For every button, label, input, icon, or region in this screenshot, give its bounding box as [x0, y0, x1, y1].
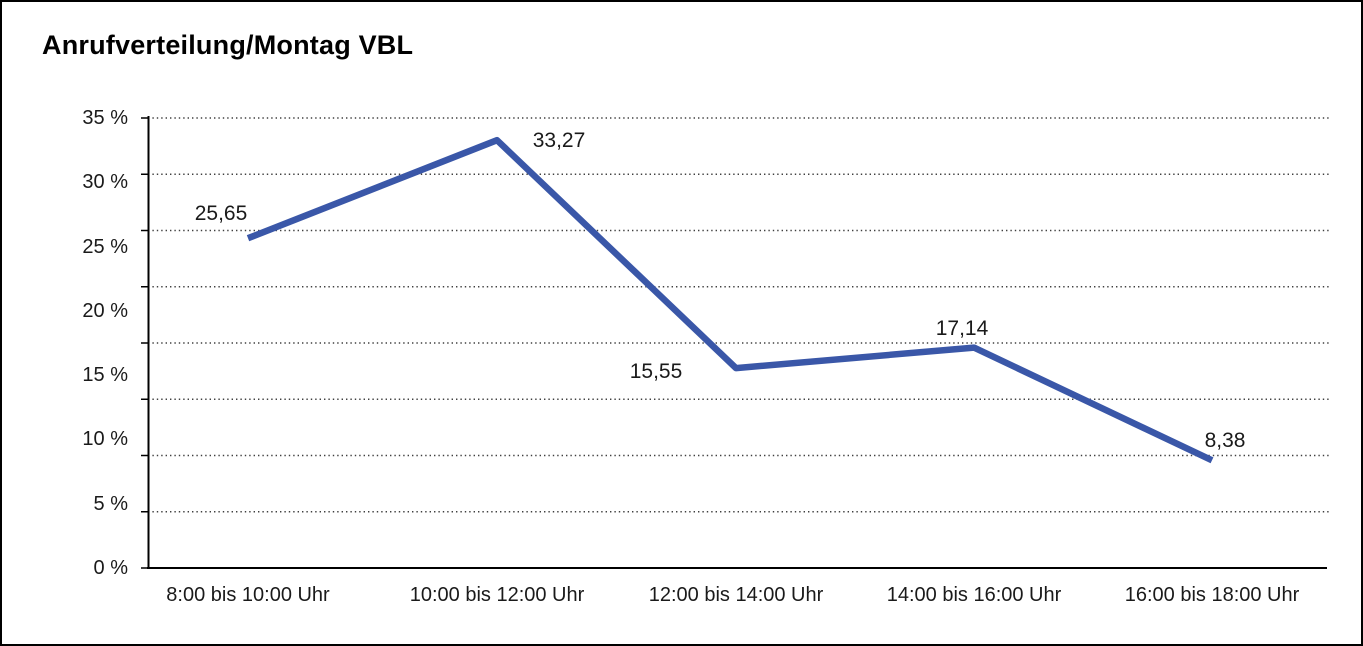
data-point-label: 17,14 [935, 316, 989, 340]
y-axis-tick-label: 30 % [82, 171, 128, 194]
data-point-label: 8,38 [1204, 429, 1246, 453]
y-axis-tick-label: 5 % [93, 492, 128, 515]
x-axis-tick-label: 16:00 bis 18:00 Uhr [1124, 584, 1300, 606]
chart-title: Anrufverteilung/Montag VBL [42, 30, 414, 60]
y-axis-tick-label: 10 % [82, 428, 128, 451]
x-axis-tick-label: 8:00 bis 10:00 Uhr [166, 584, 330, 606]
x-axis-tick-label: 10:00 bis 12:00 Uhr [409, 584, 585, 606]
data-point-label: 25,65 [194, 202, 248, 226]
x-axis-tick-label: 14:00 bis 16:00 Uhr [886, 584, 1062, 606]
y-axis-tick-label: 25 % [82, 235, 128, 258]
y-axis-tick-label: 35 % [82, 107, 128, 129]
y-axis-tick-label: 20 % [82, 299, 128, 322]
data-point-label: 33,27 [532, 129, 586, 153]
data-line-series [246, 136, 1214, 464]
y-axis-tick-label: 15 % [82, 364, 128, 387]
x-axis-tick-label: 12:00 bis 14:00 Uhr [648, 584, 824, 606]
data-point-label: 15,55 [629, 360, 683, 384]
y-axis-tick-label: 0 % [93, 557, 128, 579]
